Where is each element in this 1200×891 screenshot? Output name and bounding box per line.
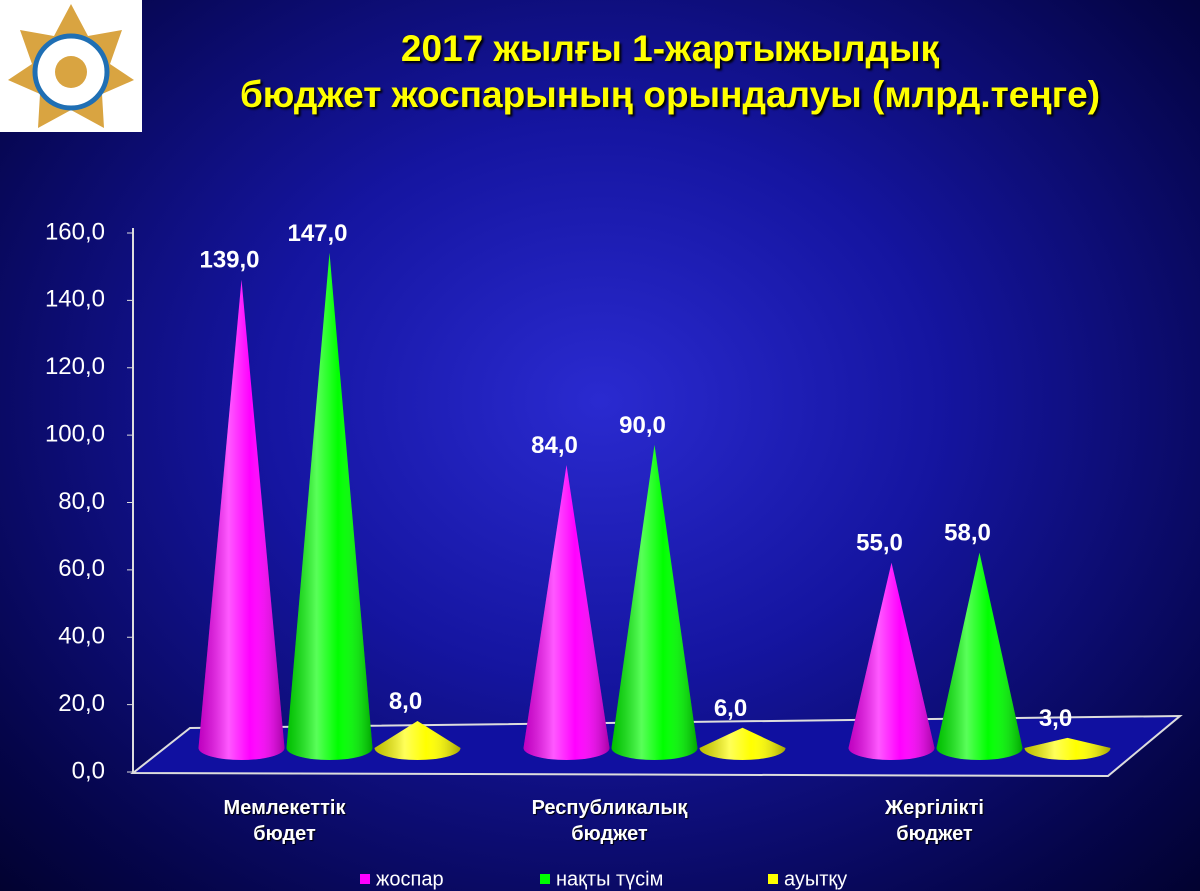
value-label: 139,0 (199, 247, 259, 274)
chart-title: 2017 жылғы 1-жартыжылдық (400, 28, 940, 69)
value-label: 58,0 (944, 520, 991, 547)
cone-shading (611, 444, 698, 760)
value-label: 84,0 (531, 432, 578, 459)
logo (0, 0, 142, 132)
cone-shading (523, 465, 610, 760)
x-tick-label: Республикалық бюджет (531, 797, 688, 845)
x-tick-label: Жергілікті бюджет (885, 797, 984, 845)
legend-swatch (360, 874, 370, 884)
y-tick-label: 80,0 (58, 488, 105, 515)
value-label: 55,0 (856, 530, 903, 557)
value-label: 6,0 (714, 695, 747, 722)
legend-label: ауытқу (784, 868, 847, 890)
cone-shading (374, 721, 461, 760)
cone-shading (699, 727, 786, 760)
value-label: 3,0 (1039, 705, 1072, 732)
value-label: 147,0 (287, 220, 347, 247)
chart-title: бюджет жоспарының орындалуы (млрд.теңге) (239, 74, 1101, 115)
cone-shading (198, 279, 285, 760)
y-tick-label: 0,0 (72, 757, 105, 784)
legend-label: жоспар (376, 868, 444, 890)
value-label: 90,0 (619, 412, 666, 439)
legend-swatch (540, 874, 550, 884)
y-tick-label: 40,0 (58, 623, 105, 650)
cone-shading (286, 252, 373, 760)
x-tick-label: Мемлекеттік бюдет (223, 797, 346, 845)
y-tick-label: 60,0 (58, 555, 105, 582)
y-tick-label: 140,0 (45, 286, 105, 313)
y-tick-label: 120,0 (45, 353, 105, 380)
y-tick-label: 160,0 (45, 218, 105, 245)
legend-label: нақты түсім (556, 868, 663, 890)
cone-shading (936, 552, 1023, 760)
legend-swatch (768, 874, 778, 884)
cone-shading (1024, 737, 1111, 760)
cone-shading (848, 562, 935, 760)
value-label: 8,0 (389, 688, 422, 715)
y-tick-label: 20,0 (58, 690, 105, 717)
y-tick-label: 100,0 (45, 420, 105, 447)
